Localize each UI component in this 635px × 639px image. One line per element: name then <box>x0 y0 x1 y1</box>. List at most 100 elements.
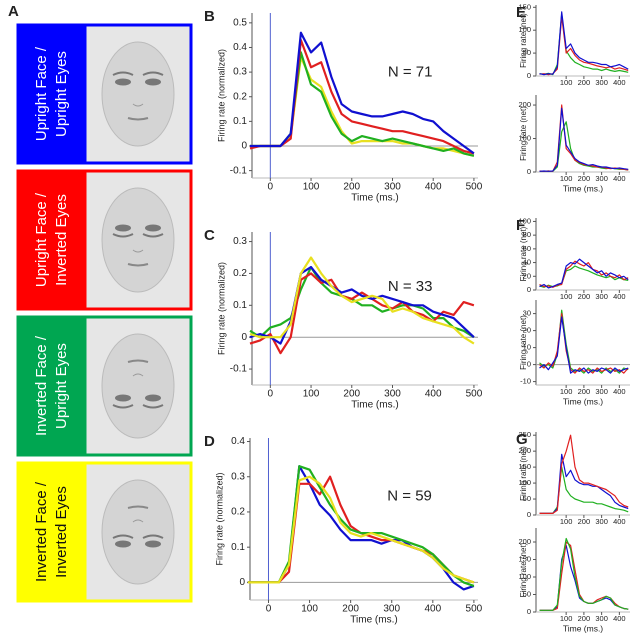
series-line <box>247 475 475 584</box>
nose <box>132 519 144 523</box>
x-tick-label: 200 <box>578 614 591 623</box>
x-tick-label: 400 <box>424 604 441 615</box>
condition-label: Inverted Eyes <box>53 194 70 286</box>
x-tick-label: 100 <box>560 614 573 623</box>
y-axis-label: Firing rate (net) <box>519 226 528 281</box>
series-line <box>247 465 475 587</box>
panel-letter: B <box>204 8 215 25</box>
y-tick-label: 0.4 <box>231 436 245 447</box>
eye <box>145 224 161 232</box>
y-tick-label: 50 <box>523 48 531 57</box>
x-tick-label: 100 <box>560 78 573 87</box>
x-tick-label: 100 <box>303 182 320 193</box>
x-tick-label: 500 <box>466 604 483 615</box>
nose <box>132 249 144 253</box>
x-axis-label: Time (ms.) <box>350 615 397 626</box>
x-axis-label: Time (ms.) <box>351 400 398 411</box>
x-tick-label: 100 <box>301 604 318 615</box>
series-line <box>249 266 475 339</box>
series-line <box>539 453 629 514</box>
mouth <box>127 263 149 267</box>
y-tick-label: 0 <box>527 360 531 369</box>
x-tick-label: 200 <box>578 78 591 87</box>
condition-swatch <box>16 315 87 457</box>
y-tick-label: 20 <box>523 271 531 280</box>
x-tick-label: 400 <box>613 174 626 183</box>
y-tick-label: 200 <box>518 446 531 455</box>
eye <box>145 540 161 548</box>
annotation: N = 71 <box>388 63 433 80</box>
series-line <box>249 256 475 345</box>
x-tick-label: 500 <box>466 182 483 193</box>
face <box>101 187 175 293</box>
y-tick-label: 0.1 <box>231 542 245 553</box>
y-axis-label: Firing rate (net) <box>519 106 528 161</box>
x-tick-label: 200 <box>342 604 359 615</box>
y-tick-label: 0 <box>527 167 531 176</box>
y-tick-label: 0 <box>527 285 531 294</box>
nose <box>132 103 144 107</box>
y-tick-label: 0.1 <box>233 300 247 311</box>
y-tick-label: 200 <box>518 100 531 109</box>
y-tick-label: 0.3 <box>231 471 245 482</box>
panel-letter: A <box>8 3 19 20</box>
face <box>101 41 175 147</box>
eye <box>115 394 131 402</box>
x-tick-label: 300 <box>595 292 608 301</box>
y-tick-label: -10 <box>520 377 531 386</box>
y-tick-label: 150 <box>518 554 531 563</box>
condition-label: Upright Face / <box>33 192 50 287</box>
x-tick-label: 400 <box>613 387 626 396</box>
brow <box>112 404 134 409</box>
series-line <box>539 258 629 289</box>
panel-letter: E <box>516 4 526 21</box>
x-tick-label: 300 <box>595 78 608 87</box>
condition-label: Inverted Face / <box>33 335 50 436</box>
face-shape <box>101 479 175 585</box>
y-tick-label: 50 <box>523 589 531 598</box>
y-axis-label: Firing rate (net) <box>519 542 528 597</box>
condition-label: Inverted Face / <box>33 481 50 582</box>
brow <box>142 534 164 539</box>
x-tick-label: 300 <box>595 387 608 396</box>
series-line <box>539 541 629 611</box>
y-tick-label: 0.3 <box>233 236 247 247</box>
y-tick-label: 100 <box>518 478 531 487</box>
x-tick-label: 100 <box>560 517 573 526</box>
x-tick-label: 200 <box>578 387 591 396</box>
x-tick-label: 300 <box>595 614 608 623</box>
y-tick-label: 0.5 <box>233 17 247 28</box>
x-tick-label: 400 <box>613 78 626 87</box>
y-axis-label: Firing rate (normalized) <box>216 49 226 142</box>
x-axis-label: Time (ms.) <box>563 396 603 406</box>
series-line <box>539 316 629 374</box>
y-tick-label: 50 <box>523 494 531 503</box>
x-tick-label: 300 <box>595 517 608 526</box>
y-axis-label: Firing rate (normalized) <box>216 262 226 355</box>
x-tick-label: 200 <box>578 174 591 183</box>
eye <box>145 394 161 402</box>
y-tick-label: 0 <box>527 71 531 80</box>
condition-label: Upright Eyes <box>53 343 70 429</box>
y-tick-label: 0.2 <box>233 268 247 279</box>
y-tick-label: 200 <box>518 537 531 546</box>
x-tick-label: 0 <box>266 604 272 615</box>
y-axis-label: Firing rate (normalized) <box>214 472 224 565</box>
x-tick-label: 100 <box>560 387 573 396</box>
mouth <box>127 505 149 509</box>
y-tick-label: 100 <box>518 572 531 581</box>
x-tick-label: 0 <box>268 389 274 400</box>
brow <box>112 233 134 238</box>
eye <box>115 540 131 548</box>
brow <box>142 71 164 76</box>
panel-letter: F <box>516 217 525 234</box>
x-tick-label: 200 <box>343 182 360 193</box>
mouth <box>127 359 149 363</box>
face-shape <box>101 187 175 293</box>
y-tick-label: 0.2 <box>231 507 245 518</box>
x-tick-label: 0 <box>268 182 274 193</box>
y-tick-label: 10 <box>523 343 531 352</box>
x-tick-label: 400 <box>425 182 442 193</box>
brow <box>142 233 164 238</box>
y-tick-label: 0 <box>527 510 531 519</box>
